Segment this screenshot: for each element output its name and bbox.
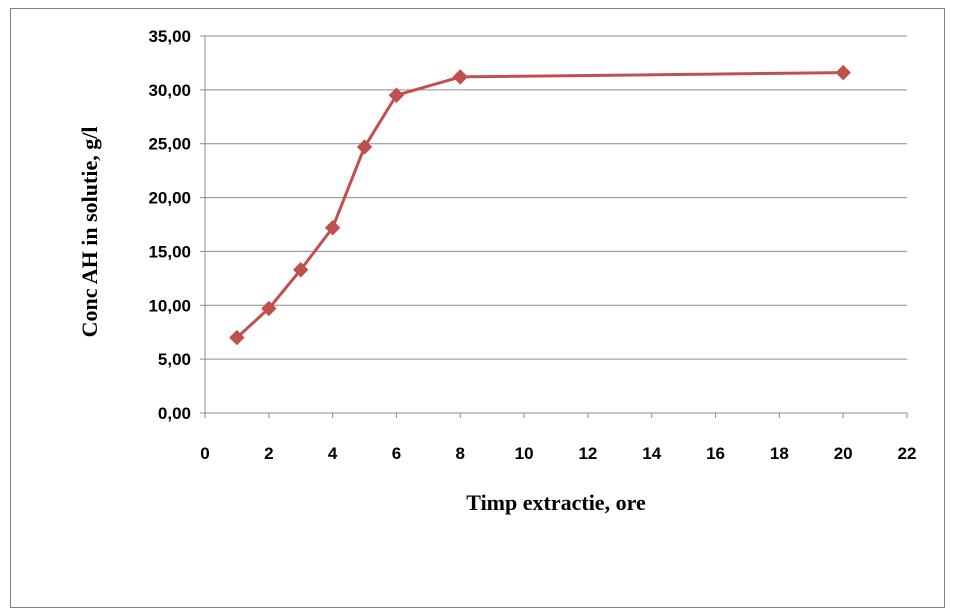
x-tick-label: 4	[328, 444, 338, 463]
x-tick-label: 12	[578, 444, 597, 463]
data-point	[356, 139, 373, 155]
y-tick-label: 15,00	[148, 242, 191, 261]
x-tick-label: 20	[834, 444, 853, 463]
y-tick-label: 0,00	[158, 404, 191, 423]
grid-lines	[205, 35, 907, 360]
series-group	[229, 64, 851, 346]
data-point	[229, 329, 245, 346]
x-tick-label: 2	[264, 444, 273, 463]
y-axis-title: Conc AH in solutie, g/l	[77, 127, 102, 338]
data-point	[835, 64, 851, 81]
x-tick-label: 6	[392, 444, 401, 463]
x-tick-label: 10	[515, 444, 534, 463]
data-point	[324, 220, 341, 236]
axes	[200, 35, 908, 418]
x-tick-label: 18	[770, 444, 789, 463]
x-tick-label: 14	[642, 444, 661, 463]
x-tick-labels: 0 2 4 6 8 10 12 14 16 18 20 22	[200, 444, 916, 463]
y-tick-label: 10,00	[148, 296, 191, 315]
line-chart: 0,00 5,00 10,00 15,00 20,00 25,00 30,00 35,00 0…	[77, 27, 916, 515]
data-point	[388, 87, 405, 103]
y-tick-label: 25,00	[148, 135, 191, 154]
y-tick-label: 35,00	[148, 27, 191, 46]
y-tick-label: 20,00	[148, 189, 191, 208]
y-tick-labels: 0,00 5,00 10,00 15,00 20,00 25,00 30,00 35,00	[148, 27, 191, 423]
y-tick-label: 5,00	[158, 350, 191, 369]
y-tick-label: 30,00	[148, 81, 191, 100]
x-tick-label: 8	[456, 444, 465, 463]
x-tick-label: 22	[898, 444, 917, 463]
series-line	[235, 71, 844, 339]
data-point	[293, 262, 309, 278]
x-tick-label: 16	[706, 444, 725, 463]
x-axis-title: Timp extractie, ore	[466, 490, 646, 515]
chart-frame	[10, 8, 945, 608]
data-point	[452, 69, 468, 85]
x-tick-label: 0	[200, 444, 209, 463]
data-point	[261, 300, 277, 317]
